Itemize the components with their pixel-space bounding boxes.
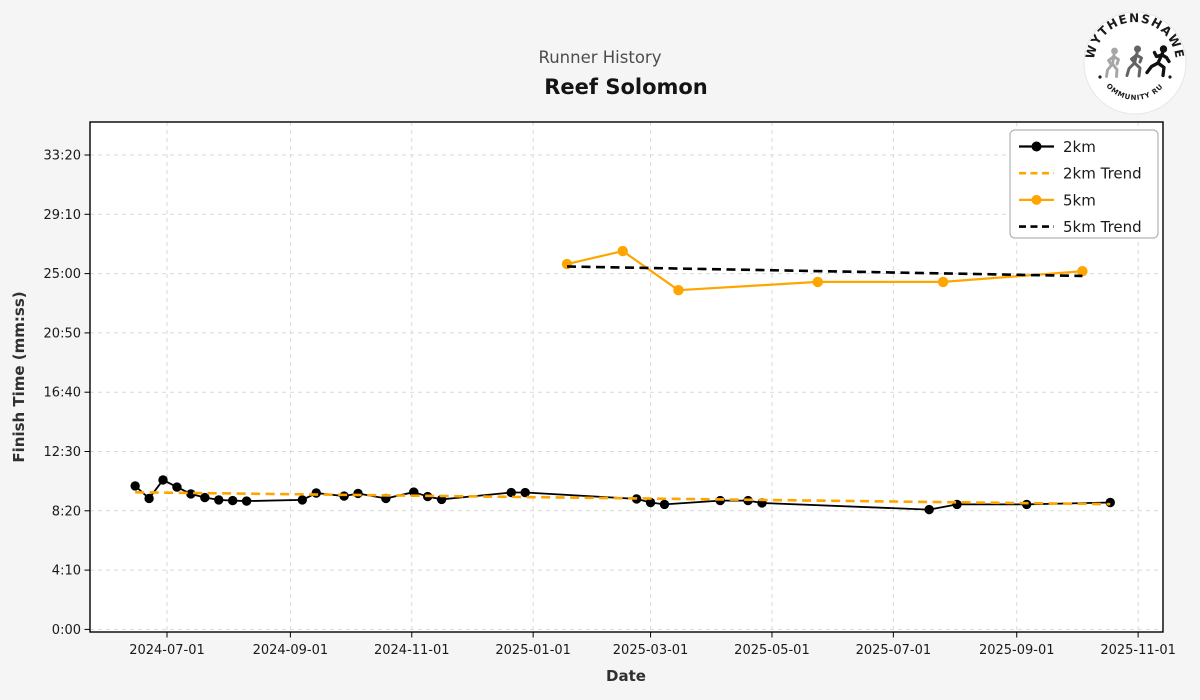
2km-data-point	[200, 492, 210, 503]
x-tick-label: 2024-07-01	[129, 643, 205, 658]
2km-data-point	[506, 487, 516, 498]
y-tick-label: 4:10	[52, 564, 81, 579]
series-layer	[130, 245, 1115, 515]
legend-marker	[1031, 194, 1042, 205]
y-tick-label: 29:10	[44, 208, 81, 223]
legend: 2km 2km Trend 5km 5km Trend	[1009, 129, 1159, 239]
runner-silhouette-middle	[1125, 45, 1143, 78]
x-tick-label: 2025-05-01	[734, 643, 810, 658]
2km-data-point	[924, 504, 934, 515]
x-tick-label: 2024-09-01	[253, 643, 329, 658]
logo-right-dot	[1168, 75, 1172, 79]
runner-silhouette-right	[1145, 45, 1171, 78]
x-axis-label: Date	[606, 667, 646, 685]
chart-subtitle: Runner History	[539, 48, 662, 67]
plot-border	[89, 121, 1164, 633]
2km-data-point	[311, 488, 321, 498]
5km-data-point	[1077, 266, 1088, 277]
y-tick-label: 12:30	[44, 445, 81, 460]
5km-data-point	[812, 276, 823, 288]
2km-trend-line	[135, 490, 1111, 506]
legend-label-5km-trend: 5km Trend	[1063, 218, 1142, 236]
5km-data-point	[937, 276, 949, 288]
2km-data-point	[158, 475, 168, 485]
x-tick-label: 2025-11-01	[1100, 643, 1176, 658]
2km-data-point	[1105, 497, 1115, 508]
logo-left-dot	[1098, 75, 1102, 79]
x-tick-label: 2025-09-01	[979, 643, 1055, 658]
y-tick-label: 20:50	[44, 326, 81, 341]
axis-ticks: 2024-07-01 2024-09-01 2024-11-01 2025-01-01…	[44, 149, 1176, 659]
2km-data-point	[645, 497, 656, 508]
legend-label-2km-trend: 2km Trend	[1063, 165, 1142, 183]
2km-data-point	[214, 495, 224, 505]
x-tick-label: 2025-07-01	[856, 643, 932, 658]
legend-label-2km: 2km	[1063, 138, 1096, 156]
legend-label-5km: 5km	[1063, 191, 1096, 209]
plot-area-background	[90, 122, 1163, 632]
5km-data-point	[673, 285, 684, 296]
2km-data-point	[172, 482, 182, 492]
5km-data-point	[617, 245, 628, 257]
gridlines	[90, 122, 1163, 632]
x-tick-label: 2025-03-01	[613, 643, 689, 658]
y-tick-label: 8:20	[52, 504, 81, 519]
chart-title: Reef Solomon	[544, 75, 708, 99]
x-tick-label: 2024-11-01	[374, 643, 450, 658]
y-tick-label: 16:40	[44, 386, 81, 401]
2km-data-point	[520, 487, 530, 498]
plot-frame	[89, 121, 1164, 633]
legend-box	[1009, 129, 1159, 239]
y-tick-label: 25:00	[44, 267, 81, 282]
y-tick-label: 0:00	[52, 623, 81, 638]
2km-data-point	[227, 495, 238, 506]
y-tick-label: 33:20	[44, 149, 81, 164]
legend-marker	[1031, 141, 1042, 152]
2km-data-point	[130, 481, 140, 491]
2km-data-point	[659, 499, 670, 510]
runner-silhouette-left	[1105, 47, 1120, 78]
2km-data-point	[241, 496, 252, 506]
2km-data-point	[144, 493, 154, 504]
y-axis-label: Finish Time (mm:ss)	[10, 291, 28, 462]
5km-line	[566, 249, 1083, 292]
2km-data-point	[353, 488, 363, 499]
plot-area	[90, 122, 1163, 632]
club-logo: WYTHENSHAWE COMMUNITY RUN	[1083, 11, 1187, 115]
2km-data-point	[297, 495, 308, 505]
x-tick-label: 2025-01-01	[495, 643, 571, 658]
2km-data-point	[186, 489, 196, 499]
